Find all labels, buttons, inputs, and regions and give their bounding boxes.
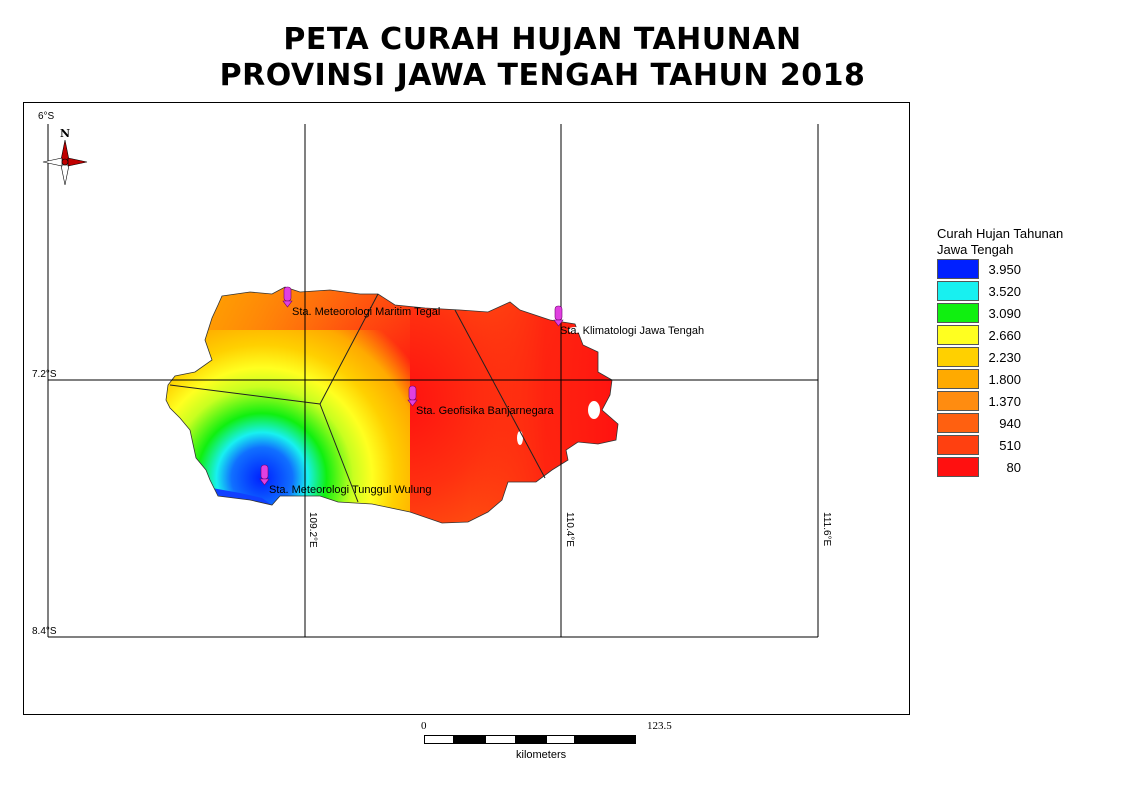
legend-label: 1.370 bbox=[988, 394, 1021, 409]
province-rainfall-surface bbox=[165, 286, 619, 524]
scale-segment bbox=[424, 735, 454, 744]
legend-entry: 1.800 bbox=[937, 369, 1067, 389]
legend-label: 3.090 bbox=[988, 306, 1021, 321]
map-title-line2: PROVINSI JAWA TENGAH TAHUN 2018 bbox=[219, 58, 866, 93]
lon-label-110-4e: 110.4°E bbox=[564, 512, 575, 547]
legend-swatch bbox=[937, 413, 979, 433]
legend-entry: 2.660 bbox=[937, 325, 1067, 345]
legend-swatch bbox=[937, 303, 979, 323]
station-label-jateng: Sta. Klimatologi Jawa Tengah bbox=[560, 325, 704, 337]
legend: Curah Hujan Tahunan Jawa Tengah 3.950 3.5… bbox=[937, 226, 1064, 477]
station-label-tunggul-wulung: Sta. Meteorologi Tunggul Wulung bbox=[269, 484, 431, 496]
station-marker-banjarnegara bbox=[407, 385, 418, 407]
legend-swatch bbox=[937, 259, 979, 279]
scale-segment bbox=[516, 735, 546, 744]
station-label-tegal: Sta. Meteorologi Maritim Tegal bbox=[292, 306, 440, 318]
legend-swatch bbox=[937, 457, 979, 477]
legend-entry: 1.370 bbox=[937, 391, 1067, 411]
lat-label-6s: 6°S bbox=[38, 111, 55, 122]
scale-end-label: 123.5 bbox=[647, 720, 672, 732]
scale-segment bbox=[454, 735, 485, 744]
station-markers bbox=[259, 286, 564, 486]
legend-entry: 3.090 bbox=[937, 303, 1067, 323]
lon-label-109-2e: 109.2°E bbox=[307, 512, 318, 548]
legend-title-line1: Curah Hujan Tahunan bbox=[937, 226, 1064, 241]
graticule bbox=[47, 124, 819, 638]
map-title-line1: PETA CURAH HUJAN TAHUNAN bbox=[283, 22, 802, 57]
legend-swatch bbox=[937, 325, 979, 345]
legend-entry: 510 bbox=[937, 435, 1067, 455]
legend-entry: 3.950 bbox=[937, 259, 1067, 279]
thiessen-polygons bbox=[169, 293, 546, 503]
north-arrow: N bbox=[42, 127, 88, 186]
scale-segment bbox=[574, 735, 635, 744]
station-marker-jateng bbox=[553, 305, 564, 327]
legend-title-line2: Jawa Tengah bbox=[937, 242, 1014, 257]
legend-label: 2.230 bbox=[988, 350, 1021, 365]
station-label-banjarnegara: Sta. Geofisika Banjarnegara bbox=[416, 405, 554, 417]
station-marker-tegal bbox=[282, 286, 293, 308]
legend-swatch bbox=[937, 281, 979, 301]
legend-label: 1.800 bbox=[988, 372, 1021, 387]
scale-segment bbox=[635, 735, 636, 744]
lon-label-111-6e: 111.6°E bbox=[821, 512, 832, 547]
scale-segment bbox=[485, 735, 516, 744]
north-label: N bbox=[60, 127, 70, 140]
legend-swatch bbox=[937, 347, 979, 367]
lat-label-8-4s: 8.4°S bbox=[32, 626, 57, 637]
lat-label-7-2s: 7.2°S bbox=[32, 369, 57, 380]
legend-label: 940 bbox=[999, 416, 1021, 431]
scale-unit-label: kilometers bbox=[516, 749, 567, 761]
legend-label: 80 bbox=[1006, 460, 1021, 475]
legend-entry: 3.520 bbox=[937, 281, 1067, 301]
legend-label: 2.660 bbox=[988, 328, 1021, 343]
legend-swatch bbox=[937, 435, 979, 455]
legend-swatch bbox=[937, 369, 979, 389]
legend-label: 3.520 bbox=[988, 284, 1021, 299]
legend-swatch bbox=[937, 391, 979, 411]
map-frame bbox=[23, 102, 910, 715]
station-marker-tunggul-wulung bbox=[259, 464, 270, 486]
legend-label: 510 bbox=[999, 438, 1021, 453]
legend-entry: 940 bbox=[937, 413, 1067, 433]
scale-start-label: 0 bbox=[421, 720, 427, 732]
legend-entry: 80 bbox=[937, 457, 1067, 477]
legend-label: 3.950 bbox=[988, 262, 1021, 277]
legend-entry: 2.230 bbox=[937, 347, 1067, 367]
